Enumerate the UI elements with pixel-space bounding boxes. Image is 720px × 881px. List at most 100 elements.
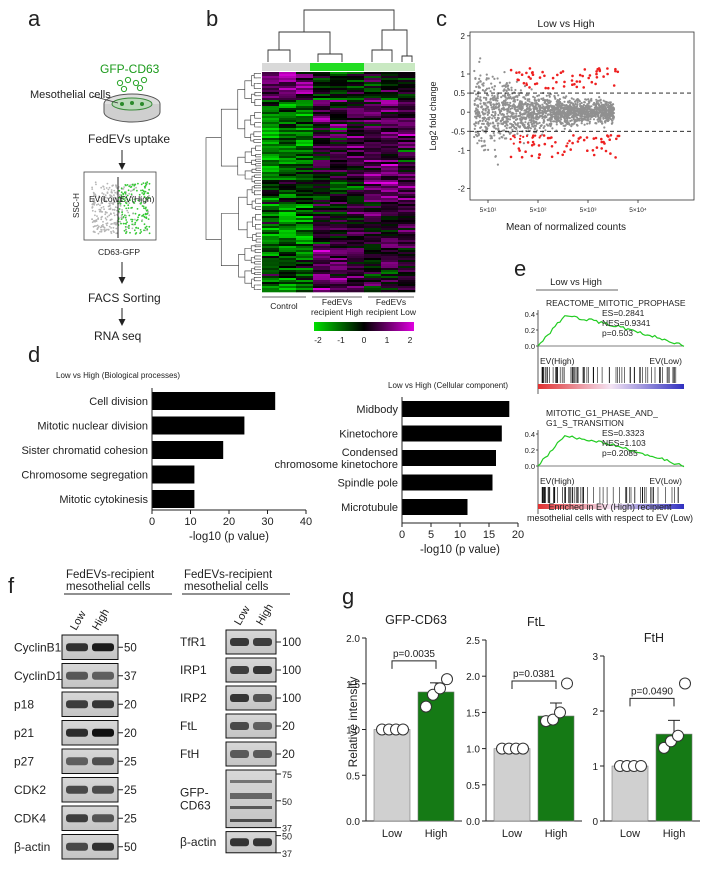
go-category-label: Microtubule	[341, 502, 398, 514]
g-y-tick: 3	[592, 652, 598, 663]
g-y-tick: 2.0	[346, 634, 360, 645]
gsea-plot-g1s: MITOTIC_G1_PHASE_AND_G1_S_TRANSITION 0.4 0…	[525, 408, 685, 514]
gsea-left-label: EV(High)	[540, 476, 575, 486]
go-chart-title: Low vs High (Biological processes)	[56, 371, 180, 380]
ftl-bar-chart: FtL 0.0 0.5 1.0 1.5 2.0 2.5 Low High p=0.0381	[466, 615, 582, 840]
gsea-right-label: EV(Low)	[649, 356, 682, 366]
blot-band	[230, 722, 249, 730]
blot-row-label: IRP1	[180, 663, 207, 677]
blot-band	[230, 694, 249, 702]
facs-ylabel: SSC-H	[72, 193, 81, 218]
g-data-point	[397, 723, 409, 736]
colorbar-tick: 1	[385, 335, 390, 345]
go-category-label: chromosome kinetochore	[274, 459, 398, 471]
colorbar-tick: 0	[362, 335, 367, 345]
blot-marker: 25	[124, 813, 137, 825]
g-data-point	[554, 706, 566, 719]
g-data-point	[547, 713, 559, 726]
go-category-label: Mitotic nuclear division	[37, 421, 148, 433]
ma-y-tick: 1	[461, 70, 466, 79]
go-x-tick: 10	[454, 529, 466, 541]
ma-y-tick: -2	[458, 185, 466, 194]
blot-band	[66, 842, 88, 851]
blot-header: mesothelial cells	[66, 581, 151, 593]
g-significance-bracket	[629, 697, 675, 707]
blot-row-label: IRP2	[180, 691, 207, 705]
gsea-stat: p=0.503	[602, 328, 633, 338]
blot-row-label: FtL	[180, 719, 198, 733]
go-x-tick: 20	[223, 516, 235, 528]
go-category-label: Condensed	[342, 447, 398, 459]
blot-lane-label: High	[90, 607, 112, 633]
blot-row-label: p27	[14, 754, 34, 768]
g-category-label: High	[545, 828, 568, 840]
go-category-label: Kinetochore	[339, 429, 398, 441]
blot-band	[66, 671, 88, 680]
blot-marker: 100	[282, 665, 301, 677]
ma-x-ticks: 5×10¹ 5×10² 5×10³ 5×10⁴	[480, 200, 647, 214]
blot-band	[253, 694, 272, 702]
heatmap-colorbar: -2 -1 0 1 2	[314, 322, 414, 345]
panel-letter-c: c	[436, 6, 447, 31]
heatmap	[262, 72, 416, 293]
ma-x-tick: 5×10¹	[480, 207, 498, 214]
panel-letter-g: g	[342, 584, 354, 609]
vesicle-dots	[116, 76, 148, 93]
gsea-es-curve	[537, 315, 685, 347]
go-x-tick: 40	[300, 516, 312, 528]
blot-band	[253, 666, 272, 674]
blot-band	[66, 785, 88, 794]
blot-row-label: CD63	[180, 798, 211, 812]
blot-marker: 25	[124, 785, 137, 797]
blot-row-label: p18	[14, 697, 34, 711]
go-bar	[152, 465, 195, 484]
blot-box	[225, 831, 277, 854]
g-category-label: Low	[382, 828, 402, 840]
blot-marker: 100	[282, 637, 301, 649]
facs-dots	[91, 181, 151, 235]
culture-dish-icon	[103, 93, 161, 123]
go-x-tick: 0	[149, 516, 155, 528]
go-bar	[402, 499, 468, 515]
blot-band	[230, 666, 249, 674]
g-y-tick: 2	[592, 707, 598, 718]
panel-g: g Relative intensity GFP-CD63 0.0 0.5 1.0 1.…	[342, 584, 700, 840]
g-data-point	[441, 673, 453, 686]
g-data-point	[420, 700, 432, 713]
g-y-tick: 1	[592, 762, 598, 773]
panel-letter-b: b	[206, 6, 218, 31]
g-bar	[537, 715, 575, 822]
ma-y-ticks: 2 1 0.5 0 -0.5 -1 -2	[451, 32, 470, 194]
blot-header: FedEVs-recipient	[184, 569, 273, 581]
g-data-point	[434, 682, 446, 695]
facs-xlabel: CD63-GFP	[98, 247, 140, 257]
colorbar-tick: -1	[337, 335, 345, 345]
blot-band	[230, 793, 272, 799]
colorbar-tick: -2	[314, 335, 322, 345]
row-dendrogram	[205, 73, 261, 290]
gsea-rank-bar	[538, 504, 684, 509]
arrow-3-head	[118, 319, 126, 326]
panel-letter-d: d	[28, 342, 40, 367]
go-category-label: Mitotic cytokinesis	[59, 494, 148, 506]
g-bar	[373, 729, 411, 822]
blot-marker: 20	[124, 699, 137, 711]
blot-row-label: p21	[14, 726, 34, 740]
gsea-y-tick: 0.2	[525, 446, 535, 455]
go-category-label: Chromosome segregation	[21, 470, 148, 482]
blot-band	[92, 643, 114, 652]
panel-d: d Low vs High (Biological processes) Cell…	[21, 342, 524, 556]
go-x-tick: 5	[428, 529, 434, 541]
blot-band	[66, 757, 88, 766]
go-x-tick: 0	[399, 529, 405, 541]
blot-marker: 20	[124, 728, 137, 740]
facs-gate-high: EV(High)	[120, 194, 155, 204]
go-bar	[402, 401, 510, 417]
g-significance-bracket	[511, 680, 557, 689]
blot-marker: 25	[124, 756, 137, 768]
g-pvalue: p=0.0490	[631, 686, 673, 697]
go-x-tick: 20	[512, 529, 524, 541]
dish-label: GFP-CD63	[100, 62, 160, 76]
